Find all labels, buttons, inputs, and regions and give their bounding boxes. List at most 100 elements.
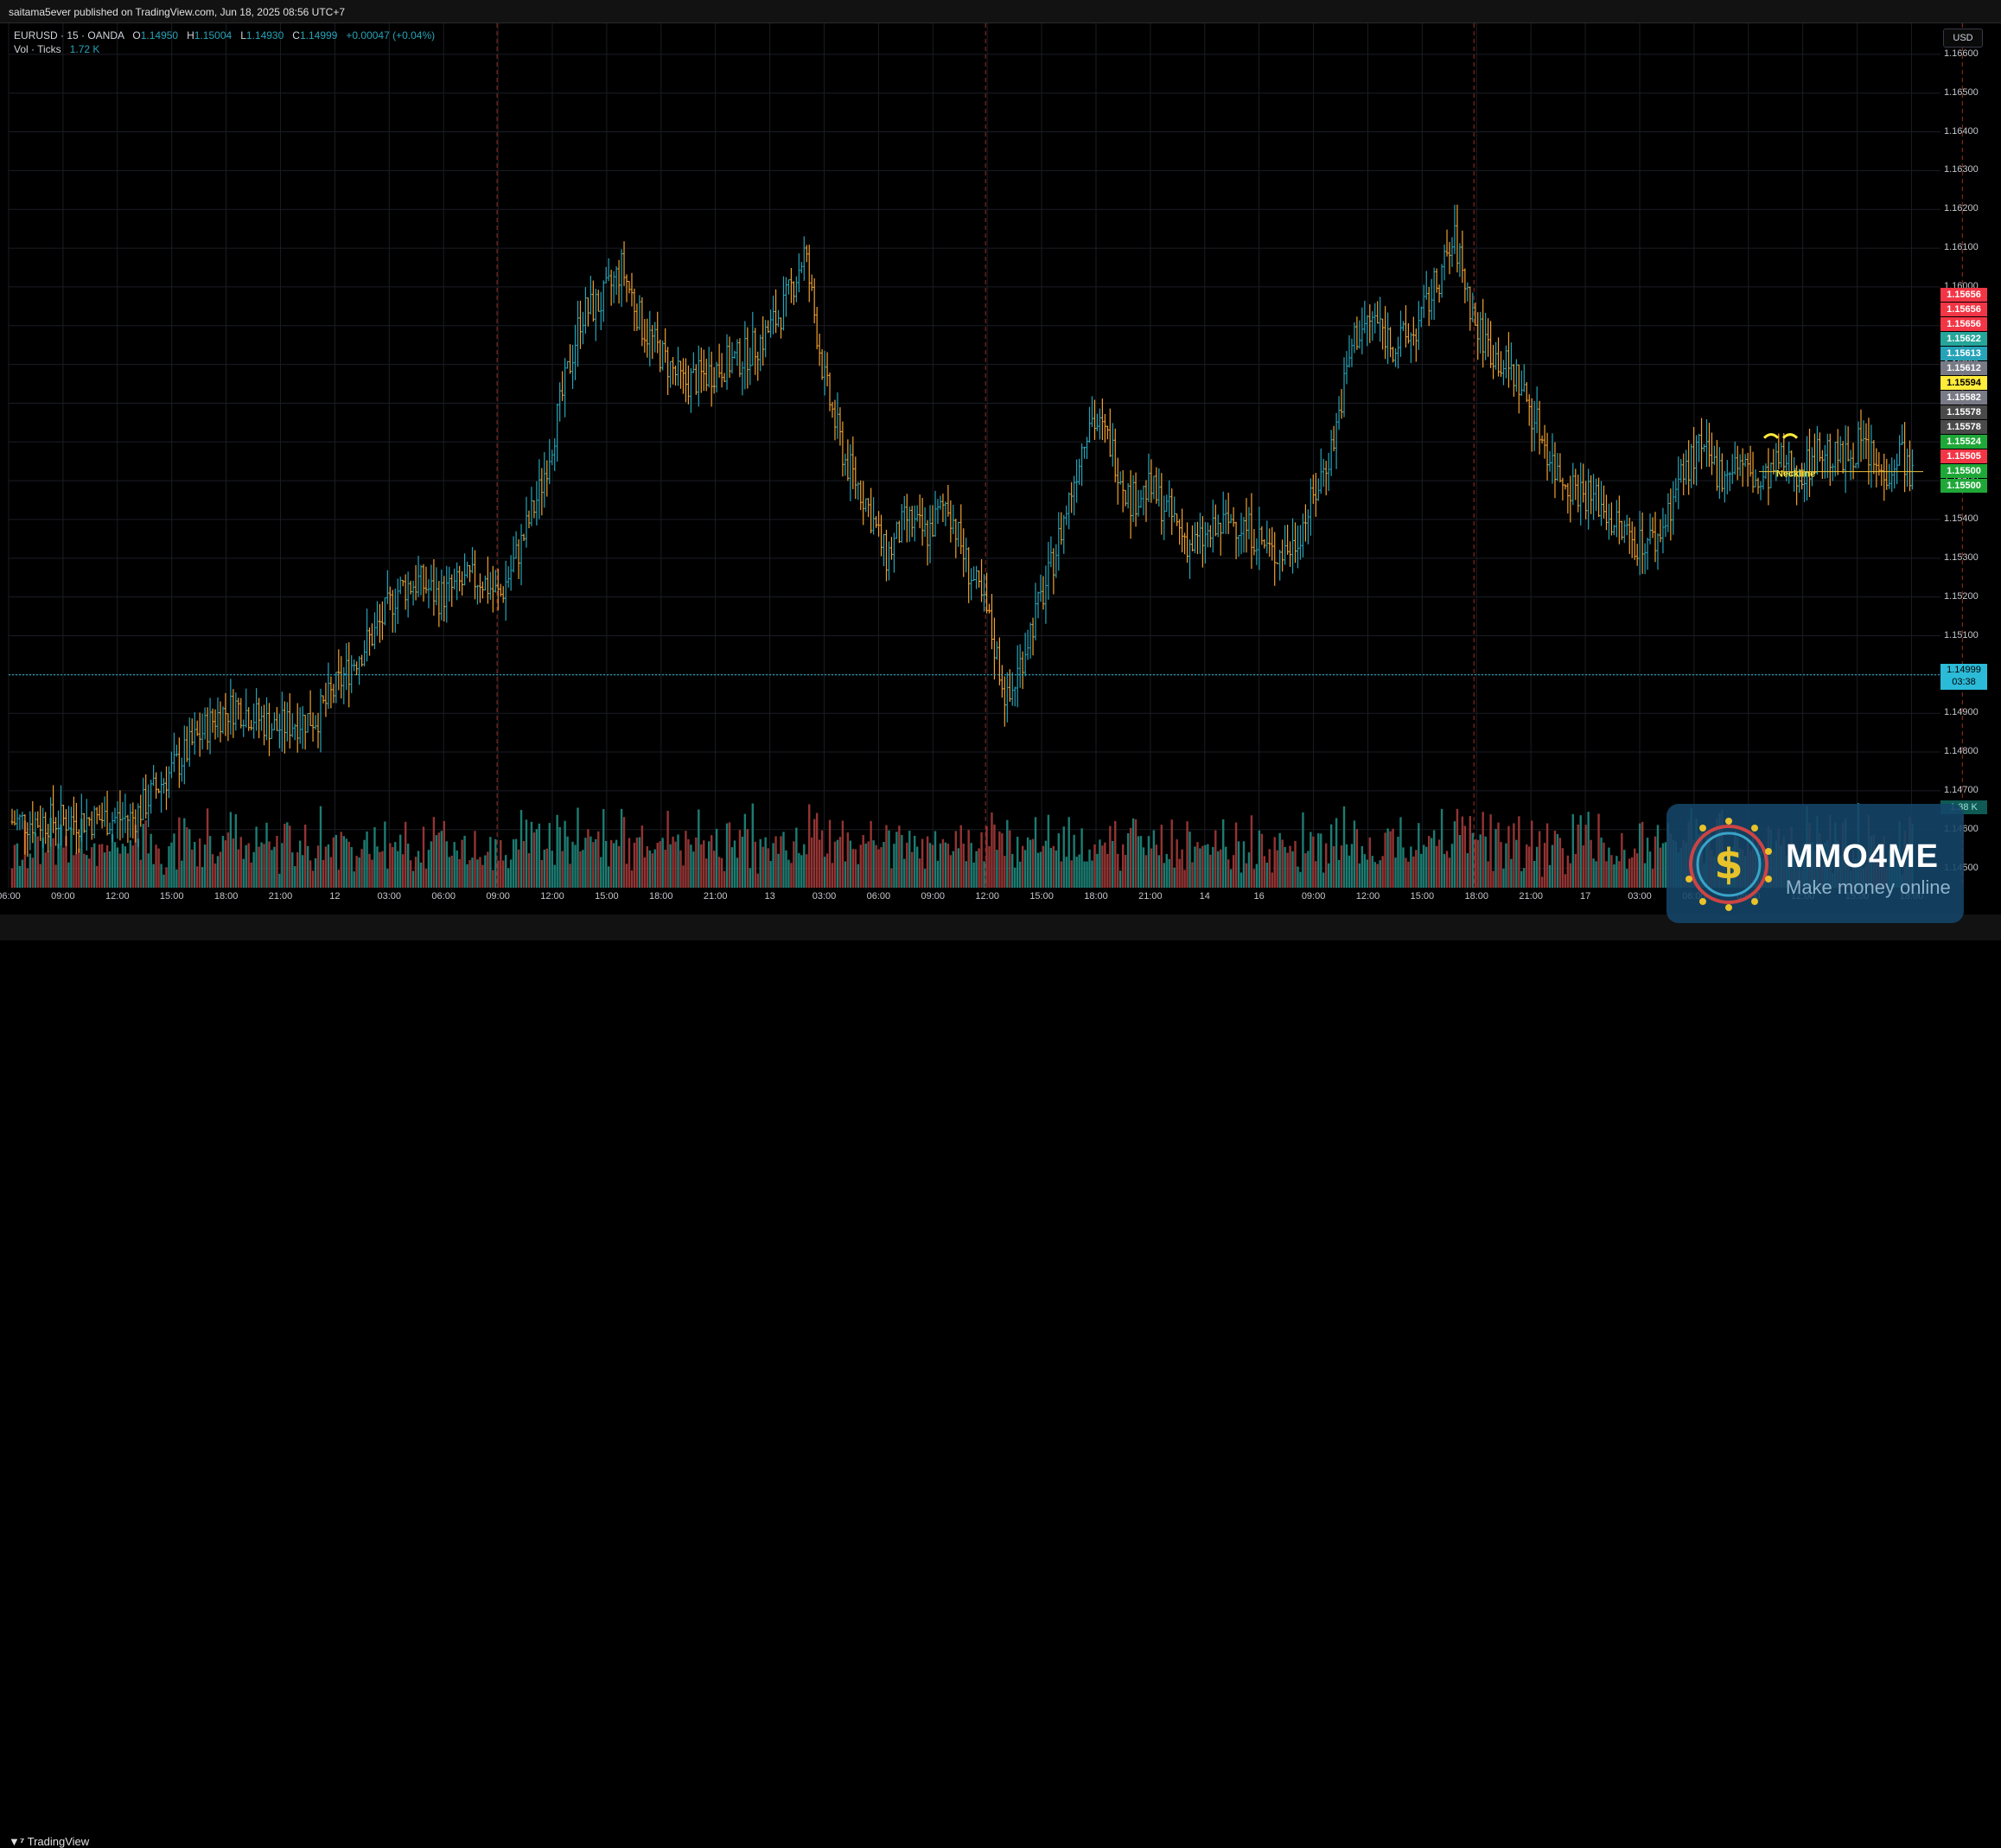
volume-bar	[798, 853, 800, 888]
volume-bar	[16, 843, 19, 888]
volume-bar	[1239, 872, 1243, 888]
volume-bar	[569, 863, 571, 888]
volume-bar	[743, 813, 747, 888]
volume-bar	[1247, 852, 1251, 888]
volume-bar	[1009, 830, 1011, 888]
volume-bar	[239, 837, 242, 888]
volume-bar	[587, 829, 589, 888]
volume-bar	[456, 850, 458, 888]
volume-bar	[216, 856, 220, 888]
volume-bar	[733, 840, 736, 888]
volume-bar	[538, 823, 541, 888]
volume-bar	[870, 820, 872, 888]
time-tick-label: 09:00	[486, 891, 510, 902]
last-price-value: 1.14999	[1947, 665, 1981, 675]
volume-bar	[556, 814, 558, 888]
volume-bar	[75, 852, 78, 888]
tv-logo-icon: ▼⁷	[9, 1835, 25, 1848]
volume-bar	[1093, 844, 1096, 888]
volume-bar	[609, 839, 613, 888]
volume-bar	[872, 840, 875, 888]
volume-bar	[294, 866, 296, 888]
volume-bar	[47, 851, 49, 888]
volume-bar	[656, 843, 659, 888]
volume-bar	[168, 846, 170, 888]
volume-bar	[983, 861, 985, 888]
volume-bar	[108, 851, 112, 888]
volume-bar	[432, 817, 436, 888]
volume-bar	[589, 836, 592, 888]
volume-bar	[1049, 847, 1053, 888]
time-tick-label: 03:00	[377, 891, 402, 902]
volume-bar	[906, 842, 908, 888]
volume-bar	[988, 846, 991, 888]
volume-bar	[630, 870, 634, 888]
volume-bar	[1250, 815, 1253, 888]
volume-bar	[1659, 847, 1662, 888]
currency-button[interactable]: USD	[1943, 29, 1983, 48]
volume-bar	[448, 857, 450, 888]
volume-bar	[687, 838, 690, 888]
volume-bar	[1006, 819, 1009, 888]
volume-bar	[762, 846, 764, 888]
volume-bar	[31, 857, 34, 888]
volume-bar	[86, 855, 88, 888]
volume-bar	[1170, 819, 1173, 888]
price-tick-label: 1.14700	[1944, 784, 1979, 795]
volume-bar	[1407, 861, 1410, 888]
volume-bar	[1621, 832, 1623, 888]
volume-bar	[903, 858, 906, 888]
volume-bar	[677, 834, 679, 888]
volume-bar	[1373, 862, 1376, 888]
volume-bar	[1096, 853, 1099, 888]
volume-bar	[1613, 863, 1615, 888]
volume-bar	[319, 806, 322, 888]
volume-bar	[1194, 846, 1196, 888]
volume-bar	[890, 868, 893, 888]
volume-bar	[1042, 845, 1045, 888]
volume-bar	[1420, 853, 1423, 888]
volume-bar	[1500, 842, 1502, 888]
volume-bar	[201, 867, 204, 888]
symbol-label[interactable]: EURUSD · 15 · OANDA	[14, 29, 124, 41]
volume-bar	[1368, 837, 1371, 888]
volume-bar	[1618, 861, 1621, 888]
volume-bar	[1088, 849, 1091, 888]
volume-bar	[841, 820, 844, 888]
volume-bar	[664, 849, 666, 888]
volume-bar	[867, 841, 870, 888]
volume-bar	[281, 843, 284, 888]
volume-bar	[213, 863, 217, 888]
volume-bar	[188, 829, 191, 888]
tradingview-logo[interactable]: ▼⁷ TradingView	[9, 1835, 89, 1848]
tv-logo-text: TradingView	[27, 1835, 90, 1848]
time-tick-label: 21:00	[1138, 891, 1163, 902]
price-level-badge: 1.15656	[1940, 317, 1987, 331]
time-tick-label: 06:00	[0, 891, 21, 902]
volume-bar	[306, 845, 309, 888]
volume-bar	[519, 810, 523, 888]
volume-bar	[672, 836, 674, 888]
price-level-badge: 1.15578	[1940, 405, 1987, 419]
volume-bar	[1479, 834, 1482, 888]
price-chart[interactable]: Neckline	[0, 0, 2001, 940]
volume-bar	[1060, 861, 1062, 888]
volume-bar	[34, 832, 36, 888]
volume-bar	[1014, 867, 1016, 888]
volume-bar	[1134, 819, 1138, 888]
volume-bar	[142, 824, 144, 888]
time-tick-label: 18:00	[649, 891, 673, 902]
volume-bar	[553, 864, 556, 888]
volume-label[interactable]: Vol · Ticks	[14, 43, 61, 55]
volume-bar	[1144, 855, 1148, 888]
volume-bar	[949, 855, 953, 888]
volume-bars	[10, 803, 1914, 888]
time-tick-label: 18:00	[213, 891, 239, 902]
volume-bar	[1304, 853, 1307, 888]
volume-bar	[194, 842, 196, 888]
volume-bar	[582, 850, 584, 888]
price-level-badge: 1.15613	[1940, 347, 1987, 360]
volume-bar	[435, 835, 438, 888]
volume-bar	[941, 838, 945, 888]
price-level-badge: 1.15656	[1940, 288, 1987, 302]
